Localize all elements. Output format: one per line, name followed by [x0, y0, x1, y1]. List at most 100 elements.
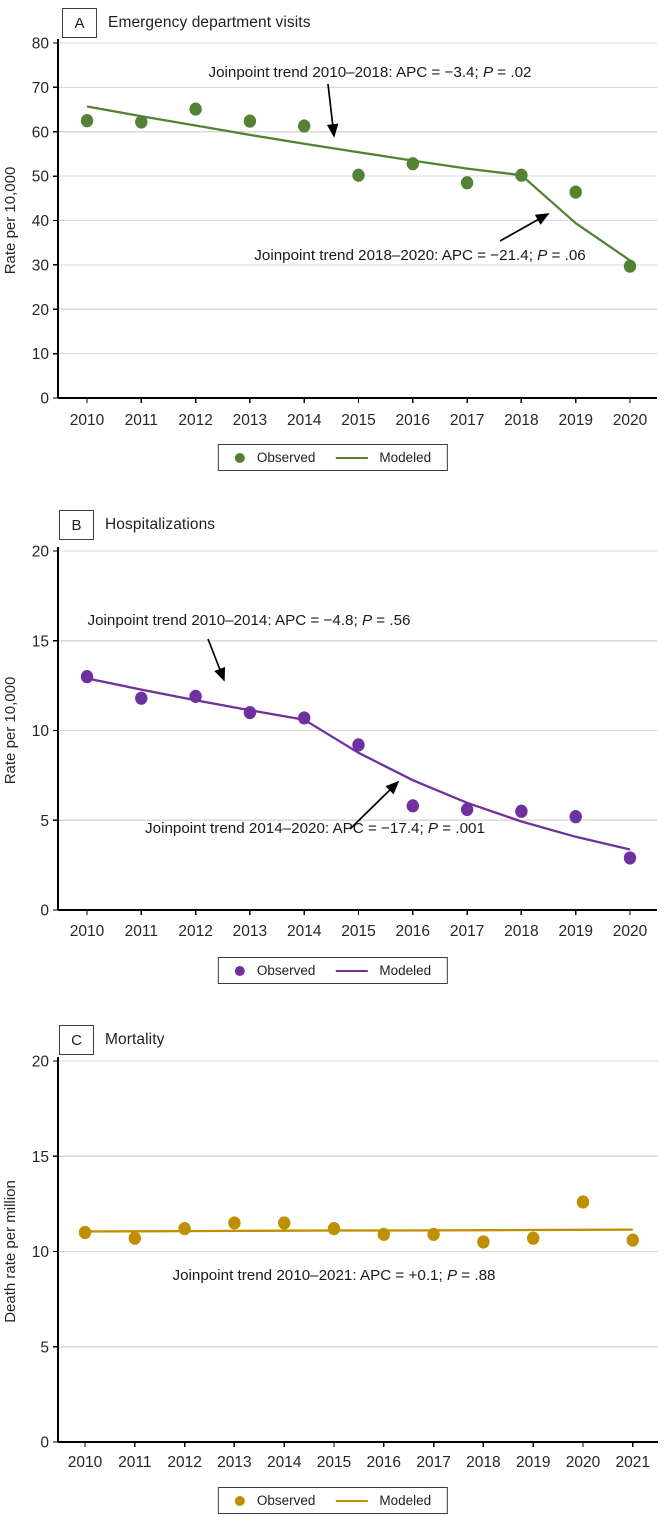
x-tick-label: 2013 [233, 412, 267, 429]
x-tick-label: 2020 [613, 412, 648, 429]
data-point [189, 689, 202, 703]
legend-box: Observed Modeled [217, 444, 449, 471]
panel-title: Emergency department visits [108, 14, 311, 31]
panel-letter-box: B [59, 510, 94, 540]
y-tick-label: 60 [32, 124, 50, 141]
y-tick-label: 5 [40, 813, 49, 830]
annotation-text: Joinpoint trend 2014–2020: APC = −17.4; … [145, 820, 485, 837]
data-point [515, 804, 528, 818]
x-tick-label: 2018 [504, 923, 538, 940]
data-point [460, 176, 474, 190]
x-tick-label: 2012 [178, 923, 212, 940]
annotation-text: Joinpoint trend 2010–2014: APC = −4.8; P… [88, 612, 411, 629]
modeled-line-icon [335, 1499, 368, 1502]
x-tick-label: 2015 [341, 412, 375, 429]
annotation-text: Joinpoint trend 2018–2020: APC = −21.4; … [254, 247, 585, 264]
panel-header: A Emergency department visits [62, 8, 311, 38]
x-tick-label: 2010 [68, 1454, 103, 1471]
y-tick-label: 20 [32, 302, 50, 319]
panel-header: B Hospitalizations [59, 510, 215, 540]
legend-modeled-label: Modeled [379, 450, 432, 465]
y-tick-label: 40 [32, 213, 50, 230]
legend-modeled-label: Modeled [379, 1493, 432, 1508]
legend-observed-label: Observed [256, 450, 316, 465]
x-tick-label: 2016 [396, 923, 430, 940]
x-tick-label: 2011 [125, 923, 158, 940]
panel-title: Mortality [105, 1031, 165, 1048]
x-tick-label: 2013 [217, 1454, 251, 1471]
x-tick-label: 2018 [466, 1454, 500, 1471]
plot-area: 0 5 10 15 20 2010 2011 2012 2013 2014 2015 2016 2017… [2, 544, 657, 940]
data-point [626, 1233, 639, 1247]
x-tick-label: 2020 [613, 923, 648, 940]
annotation-text: Joinpoint trend 2010–2018: APC = −3.4; P… [209, 64, 532, 81]
x-tick-label: 2015 [341, 923, 375, 940]
data-point [569, 185, 582, 199]
data-point [298, 119, 311, 133]
panel-title: Hospitalizations [105, 516, 216, 533]
x-tick-label: 2012 [178, 412, 212, 429]
data-point [228, 1216, 241, 1230]
annotation-arrow [326, 83, 339, 138]
annotation-arrow [349, 780, 400, 830]
y-tick-label: 10 [32, 723, 50, 740]
y-tick-label: 5 [40, 1339, 49, 1356]
y-tick-label: 0 [40, 1435, 49, 1452]
x-tick-label: 2016 [396, 412, 430, 429]
y-tick-label: 50 [32, 169, 50, 186]
data-point [135, 115, 148, 129]
y-tick-label: 0 [40, 903, 49, 920]
x-tick-label: 2017 [450, 412, 484, 429]
data-point [178, 1222, 191, 1236]
data-point [377, 1227, 390, 1241]
data-point [135, 691, 148, 705]
x-tick-label: 2013 [233, 923, 267, 940]
y-tick-label: 20 [32, 1054, 50, 1071]
observed-dot-icon [234, 452, 245, 463]
data-point [623, 851, 637, 865]
legend-box: Observed Modeled [217, 957, 449, 984]
data-point [515, 168, 528, 182]
panel-hospitalizations: B Hospitalizations 0 5 10 15 20 2010 2011 2012 2… [0, 498, 666, 1010]
x-tick-label: 2018 [504, 412, 538, 429]
y-tick-label: 15 [32, 633, 49, 650]
x-tick-label: 2012 [167, 1454, 201, 1471]
data-point [189, 102, 202, 116]
data-point [406, 157, 419, 171]
data-point [623, 259, 637, 273]
x-tick-label: 2014 [287, 923, 322, 940]
data-point [243, 705, 257, 720]
legend-observed-label: Observed [256, 1493, 316, 1508]
panel-emergency-visits: A Emergency department visits 0 10 20 30 40 5… [0, 0, 666, 498]
data-point [352, 738, 365, 752]
data-point [278, 1216, 291, 1230]
data-point [298, 711, 311, 725]
data-point [327, 1222, 341, 1236]
modeled-line-icon [335, 456, 368, 459]
y-axis-title: Death rate per million [2, 1180, 19, 1323]
annotation-arrow [499, 213, 550, 242]
data-point [78, 1225, 92, 1240]
x-tick-label: 2011 [125, 412, 158, 429]
y-tick-label: 0 [40, 391, 49, 408]
x-tick-label: 2019 [516, 1454, 550, 1471]
x-tick-label: 2019 [558, 923, 592, 940]
y-tick-label: 15 [32, 1149, 49, 1166]
x-tick-label: 2011 [118, 1454, 151, 1471]
data-point [352, 168, 365, 182]
x-tick-label: 2010 [70, 923, 105, 940]
legend-observed-label: Observed [256, 963, 316, 978]
x-tick-label: 2021 [616, 1454, 650, 1471]
data-point [406, 799, 419, 813]
data-point [460, 802, 474, 817]
modeled-line [86, 105, 631, 262]
panel-letter-box: C [59, 1025, 94, 1055]
y-tick-label: 10 [32, 1244, 50, 1261]
plot-area: 0 10 20 30 40 50 60 70 80 2010 2011 2012 2013 2014 201… [2, 36, 657, 429]
annotation-text: Joinpoint trend 2010–2021: APC = +0.1; P… [173, 1267, 496, 1284]
data-point [427, 1227, 440, 1241]
data-point [569, 810, 582, 824]
annotation-arrow [207, 638, 226, 682]
observed-dot-icon [234, 965, 245, 976]
